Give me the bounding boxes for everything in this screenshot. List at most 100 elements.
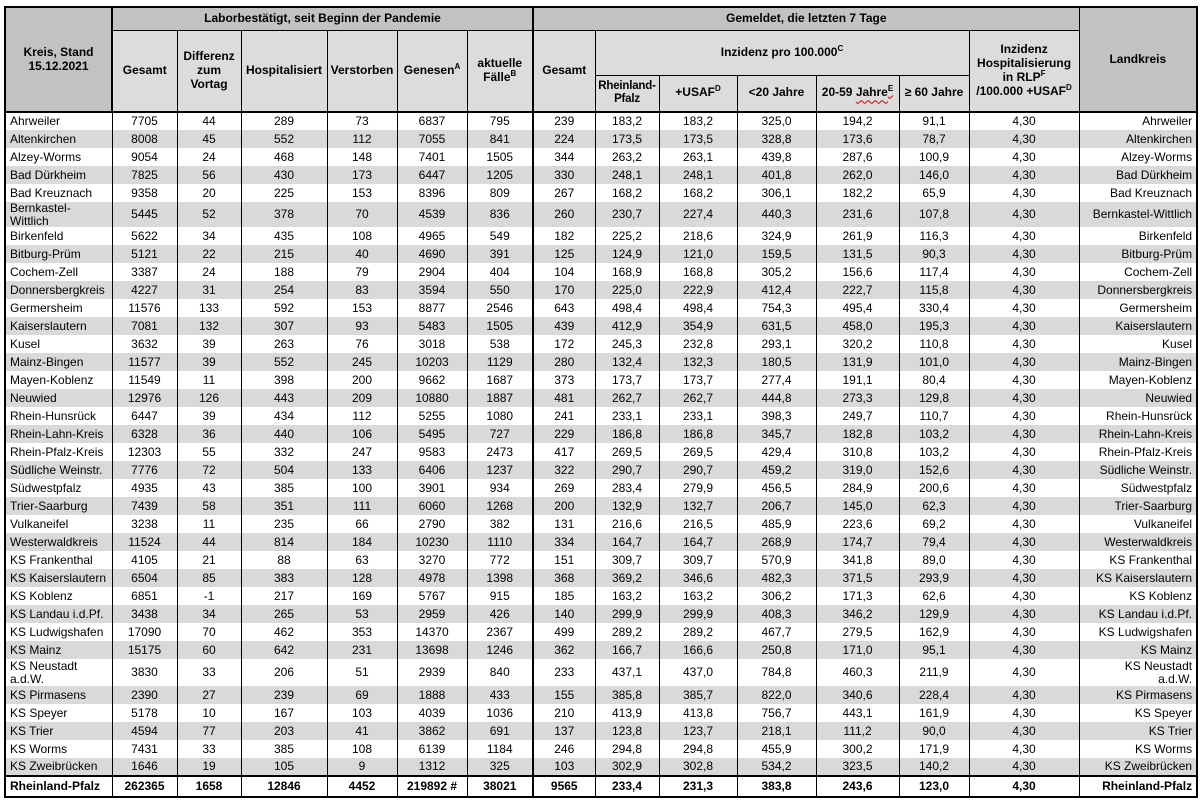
table-row: KS Frankenthal 4105 21 88 63 3270 772 151 309,7 3… (4, 551, 1198, 569)
value-cell: 430 (240, 166, 327, 184)
value-cell: 334 (532, 533, 595, 551)
value-cell: 121,0 (658, 245, 737, 263)
value-cell: 254 (240, 281, 327, 299)
value-cell: 166,6 (658, 641, 737, 659)
value-cell: 262,7 (594, 389, 659, 407)
value-cell: 44 (176, 533, 241, 551)
value-cell: 368 (532, 569, 595, 587)
value-cell: 210 (532, 704, 595, 722)
value-cell: 3270 (396, 551, 467, 569)
value-cell: 163,2 (658, 587, 737, 605)
value-cell: 140,2 (898, 758, 969, 776)
table-row: Germersheim 11576 133 592 153 8877 2546 643 498,… (4, 299, 1198, 317)
aktuelle-faelle-header: aktuelle FälleB (466, 29, 534, 113)
value-cell: 200 (532, 497, 595, 515)
value-cell: 383 (240, 569, 327, 587)
table-row: Rhein-Lahn-Kreis 6328 36 440 106 5495 727 229 18… (4, 425, 1198, 443)
table-row: KS Worms 7431 33 385 108 6139 1184 246 294,8 294,… (4, 740, 1198, 758)
value-cell: 398 (240, 371, 327, 389)
value-cell: 4,30 (968, 686, 1080, 704)
value-cell: 382 (466, 515, 533, 533)
value-cell: 31 (176, 281, 241, 299)
value-cell: 209 (326, 389, 397, 407)
value-cell: 262,7 (658, 389, 737, 407)
value-cell: 287,6 (815, 148, 899, 166)
value-cell: 124,9 (594, 245, 659, 263)
value-cell: 440,3 (736, 202, 816, 227)
value-cell: 70 (326, 202, 397, 227)
value-cell: 163,2 (594, 587, 659, 605)
value-cell: 383,8 (736, 775, 816, 797)
value-cell: 5178 (111, 704, 177, 722)
value-cell: 5445 (111, 202, 177, 227)
value-cell: 13698 (396, 641, 467, 659)
value-cell: 171,3 (815, 587, 899, 605)
landkreis-name: KS Ludwigshafen (1078, 623, 1198, 641)
value-cell: 194,2 (815, 111, 899, 130)
value-cell: 460,3 (815, 659, 899, 686)
value-cell: 8396 (396, 184, 467, 202)
value-cell: 3901 (396, 479, 467, 497)
value-cell: 570,9 (736, 551, 816, 569)
value-cell: 180,5 (736, 353, 816, 371)
value-cell: 66 (326, 515, 397, 533)
landkreis-name: Kusel (1078, 335, 1198, 353)
value-cell: 108 (326, 740, 397, 758)
inzidenz-label: Inzidenz pro 100.000 (720, 44, 838, 59)
table-row: Donnersbergkreis 4227 31 254 83 3594 550 170 225… (4, 281, 1198, 299)
value-cell: 103,2 (898, 425, 969, 443)
value-cell: 1036 (466, 704, 533, 722)
value-cell: 17090 (111, 623, 177, 641)
kreis-name: Rheinland-Pfalz (4, 775, 112, 797)
landkreis-name: Neuwied (1078, 389, 1198, 407)
value-cell: 4,30 (968, 335, 1080, 353)
value-cell: 232,8 (658, 335, 737, 353)
table-row: Neuwied 12976 126 443 209 10880 1887 481 262,7 26… (4, 389, 1198, 407)
value-cell: 263,2 (594, 148, 659, 166)
value-cell: 784,8 (736, 659, 816, 686)
value-cell: 265 (240, 605, 327, 623)
value-cell: 173,7 (658, 371, 737, 389)
value-cell: 482,3 (736, 569, 816, 587)
value-cell: 88 (240, 551, 327, 569)
value-cell: 8877 (396, 299, 467, 317)
value-cell: 173 (326, 166, 397, 184)
value-cell: 293,9 (898, 569, 969, 587)
age-20-59-header: 20-59 JahreE (815, 74, 900, 113)
value-cell: 4,30 (968, 515, 1080, 533)
value-cell: 401,8 (736, 166, 816, 184)
value-cell: 9662 (396, 371, 467, 389)
value-cell: 10880 (396, 389, 467, 407)
value-cell: 290,7 (658, 461, 737, 479)
gesamt-7t-header: Gesamt (532, 29, 596, 113)
landkreis-name: KS Neustadt a.d.W. (1078, 659, 1198, 686)
corner-header: Kreis, Stand 15.12.2021 (4, 6, 113, 113)
inzidenz-hosp-header: Inzidenz Hospitalisierung in RLPF /100.0… (968, 29, 1080, 113)
value-cell: 103 (326, 704, 397, 722)
table-row: KS Trier 4594 77 203 41 3862 691 137 123,8 123,7 2… (4, 722, 1198, 740)
value-cell: 159,5 (736, 245, 816, 263)
value-cell: 168,2 (594, 184, 659, 202)
kreis-name: Donnersbergkreis (4, 281, 112, 299)
age-60plus-header: ≥ 60 Jahre (898, 74, 970, 113)
inz-hosp-line1: Inzidenz (1000, 42, 1048, 57)
value-cell: 443,1 (815, 704, 899, 722)
value-cell: 455,9 (736, 740, 816, 758)
value-cell: 164,7 (594, 533, 659, 551)
kreis-name: KS Kaiserslautern (4, 569, 112, 587)
value-cell: 128 (326, 569, 397, 587)
value-cell: 495,4 (815, 299, 899, 317)
value-cell: 222,7 (815, 281, 899, 299)
value-cell: 233 (532, 659, 595, 686)
landkreis-name: KS Koblenz (1078, 587, 1198, 605)
value-cell: 69 (326, 686, 397, 704)
kreis-name: Cochem-Zell (4, 263, 112, 281)
value-cell: 63 (326, 551, 397, 569)
value-cell: 385,8 (594, 686, 659, 704)
value-cell: 230,7 (594, 202, 659, 227)
value-cell: 186,8 (594, 425, 659, 443)
kreis-name: Neuwied (4, 389, 112, 407)
value-cell: 215 (240, 245, 327, 263)
value-cell: 233,1 (658, 407, 737, 425)
